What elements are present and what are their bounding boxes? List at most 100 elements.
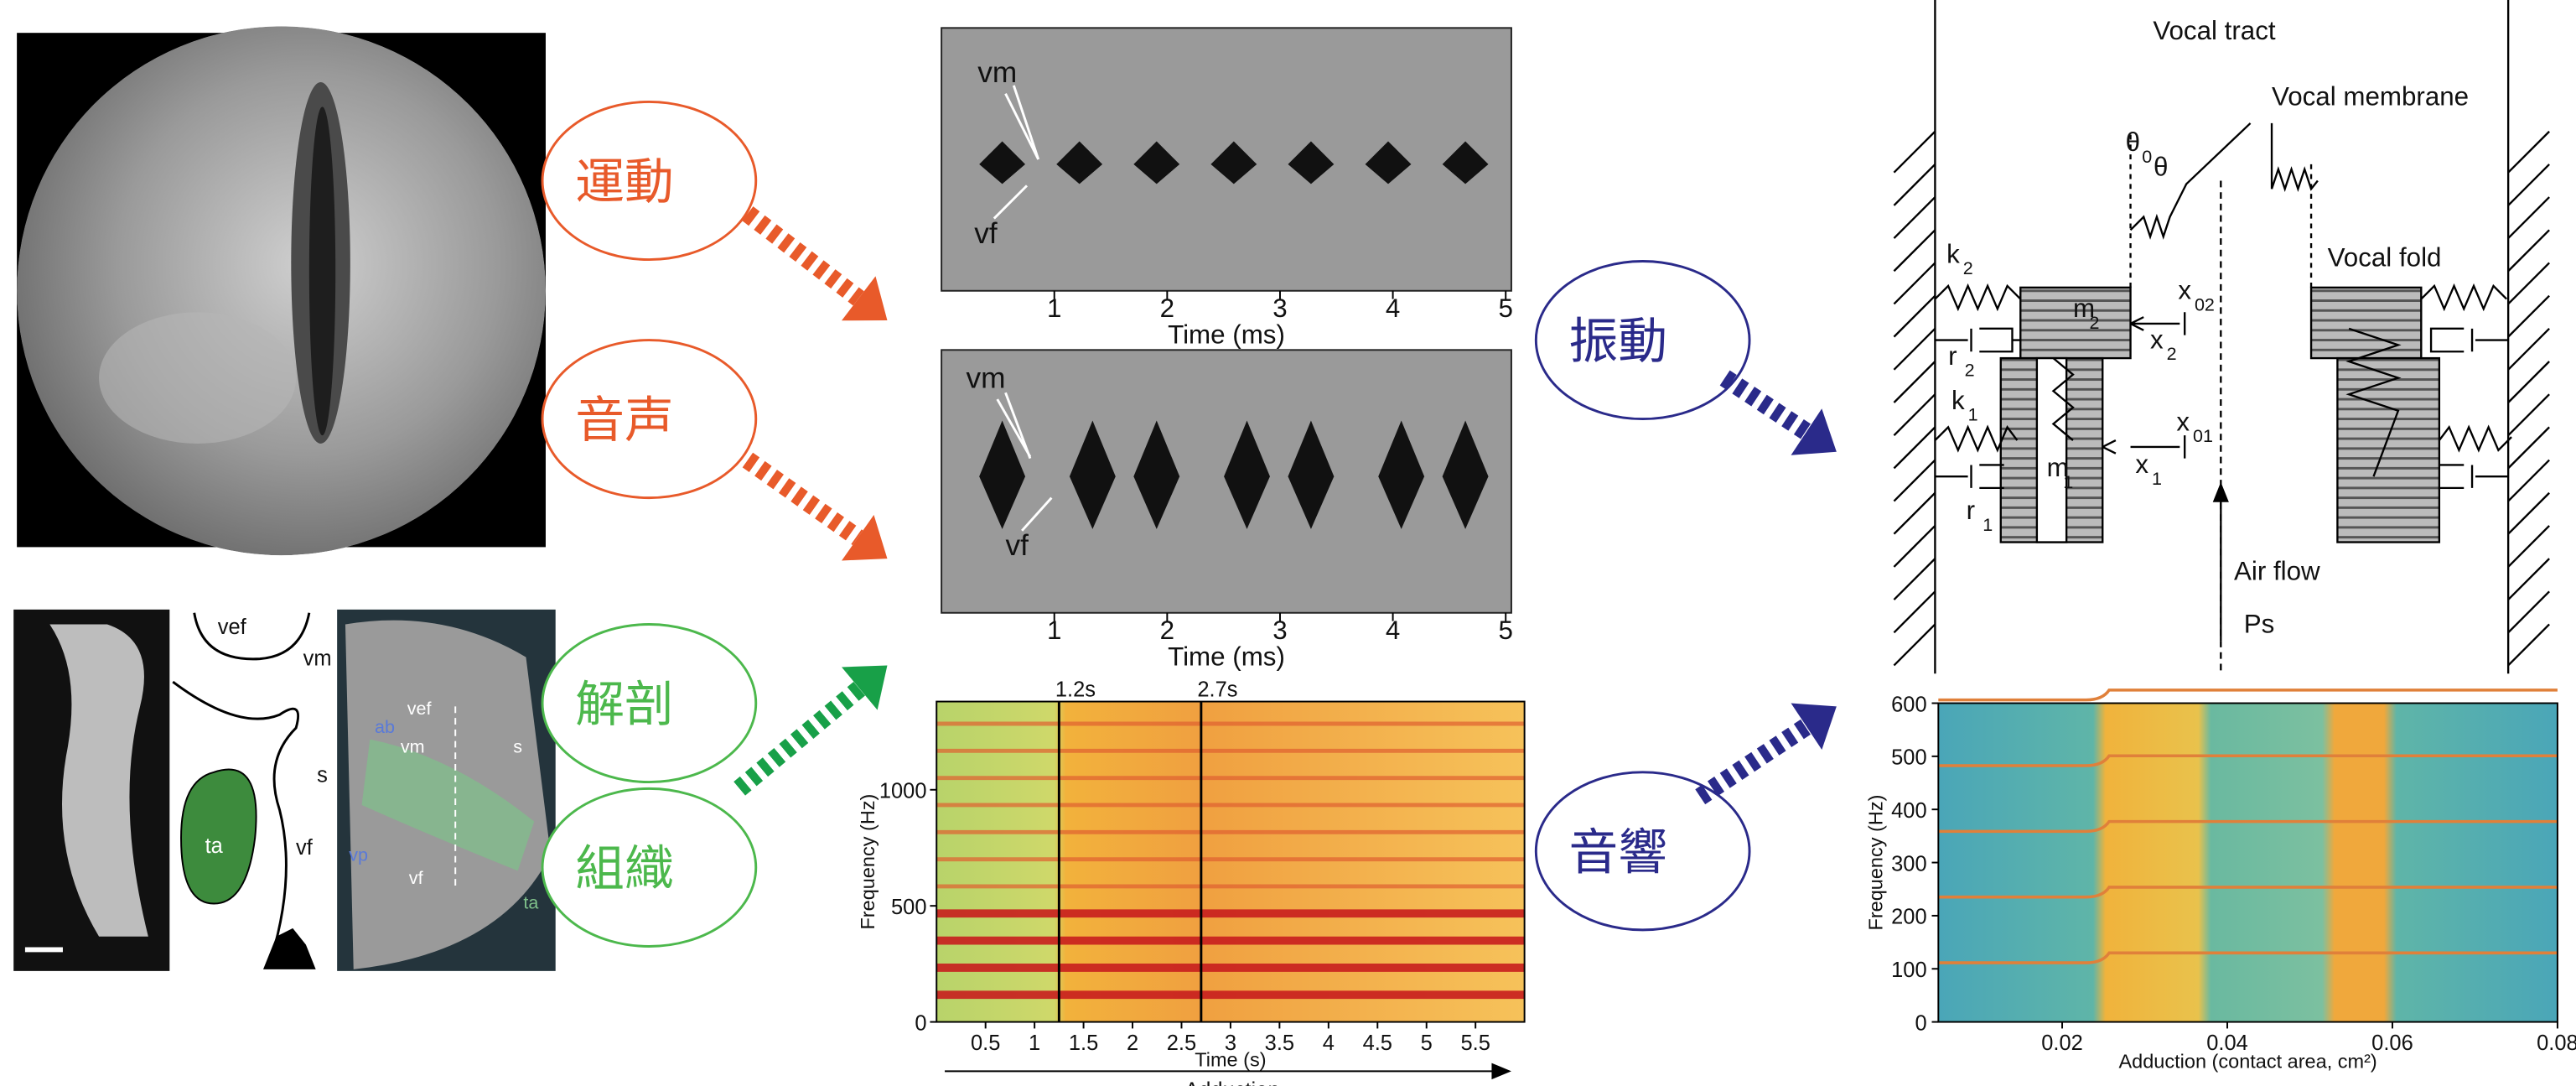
render-label: vm bbox=[401, 735, 425, 756]
y-tick-label: 500 bbox=[1891, 746, 1926, 770]
model-label: k bbox=[1946, 239, 1960, 268]
y-axis-label: Frequency (Hz) bbox=[1865, 795, 1887, 931]
endoscopy-photo bbox=[17, 26, 546, 555]
x-tick-label: 5.5 bbox=[1460, 1031, 1490, 1055]
model-label-sub: 2 bbox=[1965, 360, 1975, 381]
dashed-arrow bbox=[1725, 378, 1806, 432]
drawing-label: vm bbox=[303, 647, 332, 670]
y-tick-label: 0 bbox=[1915, 1011, 1926, 1035]
model-label: θ bbox=[2154, 153, 2168, 182]
drawing-label: ta bbox=[205, 834, 224, 858]
x-axis-label: Adduction (contact area, cm²) bbox=[2118, 1050, 2376, 1072]
x-tick-label: 2.5 bbox=[1167, 1031, 1196, 1055]
adduction-arrowhead bbox=[1491, 1063, 1511, 1080]
x-tick-label: 0.5 bbox=[971, 1031, 1000, 1055]
y-tick-label: 600 bbox=[1891, 693, 1926, 716]
kymogram-label: vm bbox=[967, 361, 1006, 394]
drawing-label: vf bbox=[296, 836, 314, 860]
x-tick-label: 4.5 bbox=[1363, 1031, 1392, 1055]
x-axis-label: Time (ms) bbox=[1168, 642, 1285, 671]
x-tick-label: 3.5 bbox=[1265, 1031, 1294, 1055]
model-label-sub: 1 bbox=[1983, 514, 1993, 535]
x-tick-label: 0.08 bbox=[2537, 1031, 2576, 1055]
model-label-sub: 1 bbox=[2063, 471, 2073, 492]
figure: 1 2 3 4 5 Time (ms) vm vf 1 2 3 4 5 Time (ms) vm vf 運動音… bbox=[0, 0, 2576, 1086]
y-tick-label: 500 bbox=[891, 896, 926, 919]
model-label-sub: 02 bbox=[2195, 294, 2215, 314]
y-tick-label: 200 bbox=[1891, 906, 1926, 929]
x-tick-label: 0.02 bbox=[2041, 1031, 2083, 1055]
x-tick-label: 2 bbox=[1127, 1031, 1138, 1055]
dashed-arrow bbox=[739, 688, 859, 788]
x-tick-label: 3 bbox=[1272, 616, 1287, 645]
render-label: ab bbox=[375, 716, 395, 737]
model-label-sub: 2 bbox=[1963, 257, 1973, 278]
anatomy-drawing bbox=[173, 613, 315, 969]
model-label-sub: 2 bbox=[2090, 312, 2100, 333]
y-axis-label: Frequency (Hz) bbox=[857, 794, 879, 930]
kymogram-label: vm bbox=[977, 56, 1017, 89]
model-label: Vocal fold bbox=[2328, 242, 2442, 272]
x-tick-label: 5 bbox=[1498, 294, 1512, 323]
model-label: x bbox=[2176, 407, 2190, 436]
marker-label: 2.7s bbox=[1197, 678, 1237, 702]
model-label: k bbox=[1951, 386, 1965, 415]
page: 1 2 3 4 5 Time (ms) vm vf 1 2 3 4 5 Time (ms) vm vf 運動音… bbox=[0, 0, 2576, 1086]
model-label-sub: 2 bbox=[2167, 343, 2177, 364]
dashed-arrow bbox=[1700, 726, 1806, 797]
y-tick-label: 300 bbox=[1891, 852, 1926, 876]
x-tick-label: 5 bbox=[1498, 616, 1512, 645]
process-label: 組織 bbox=[575, 839, 674, 897]
process-label: 音声 bbox=[575, 391, 674, 449]
dashed-arrow bbox=[748, 460, 858, 538]
x-tick-label: 1 bbox=[1047, 294, 1061, 323]
x-tick-label: 1.5 bbox=[1069, 1031, 1098, 1055]
y-tick-label: 400 bbox=[1891, 799, 1926, 823]
model-label-sub: 0 bbox=[2142, 146, 2152, 167]
x-tick-label: 0.06 bbox=[2371, 1031, 2413, 1055]
spectrogram2-bg bbox=[1938, 704, 2558, 1022]
x-axis-label: Time (s) bbox=[1195, 1048, 1266, 1070]
model-label: x bbox=[2150, 325, 2164, 354]
model-label-sub: 1 bbox=[1968, 404, 1978, 425]
model-label: r bbox=[1967, 496, 1975, 525]
x-tick-label: 1 bbox=[1047, 616, 1061, 645]
render-label: vp bbox=[349, 844, 368, 865]
model-label: r bbox=[1948, 341, 1957, 371]
x-tick-label: 4 bbox=[1386, 616, 1400, 645]
y-tick-label: 1000 bbox=[879, 780, 927, 803]
dashed-arrow bbox=[748, 214, 858, 299]
arrowhead bbox=[842, 515, 887, 560]
model-label: x bbox=[2178, 276, 2191, 305]
marker-label: 1.2s bbox=[1055, 678, 1096, 702]
drawing-label: s bbox=[317, 764, 328, 787]
x-tick-label: 2 bbox=[1160, 616, 1174, 645]
harmonic bbox=[1938, 690, 2558, 700]
x-tick-label: 1 bbox=[1029, 1031, 1040, 1055]
kymogram-label: vf bbox=[1006, 529, 1029, 562]
x-tick-label: 2 bbox=[1160, 294, 1174, 323]
render-label: ta bbox=[523, 891, 538, 912]
x-tick-label: 5 bbox=[1421, 1031, 1433, 1055]
x-tick-label: 4 bbox=[1323, 1031, 1335, 1055]
y-tick-label: 100 bbox=[1891, 959, 1926, 982]
x-tick-label: 3 bbox=[1272, 294, 1287, 323]
render-label: vef bbox=[407, 698, 433, 719]
model-label: Air flow bbox=[2234, 557, 2320, 586]
process-label: 運動 bbox=[575, 153, 674, 210]
arrow-label: Adduction bbox=[1184, 1079, 1279, 1086]
render-label: s bbox=[513, 735, 522, 756]
model-label: Vocal tract bbox=[2153, 16, 2276, 45]
x-axis-label: Time (ms) bbox=[1168, 320, 1285, 349]
model-label: θ bbox=[2126, 127, 2140, 157]
process-label: 解剖 bbox=[575, 675, 674, 733]
kymogram-label: vf bbox=[974, 217, 998, 250]
model-label-sub: 01 bbox=[2193, 425, 2213, 446]
process-label: 振動 bbox=[1569, 312, 1668, 370]
x-tick-label: 4 bbox=[1386, 294, 1400, 323]
model-label: Vocal membrane bbox=[2272, 81, 2469, 111]
model-label-sub: 1 bbox=[2152, 468, 2162, 489]
model-label: Ps bbox=[2244, 609, 2275, 638]
y-tick-label: 0 bbox=[915, 1011, 926, 1035]
model-label: x bbox=[2135, 449, 2148, 479]
